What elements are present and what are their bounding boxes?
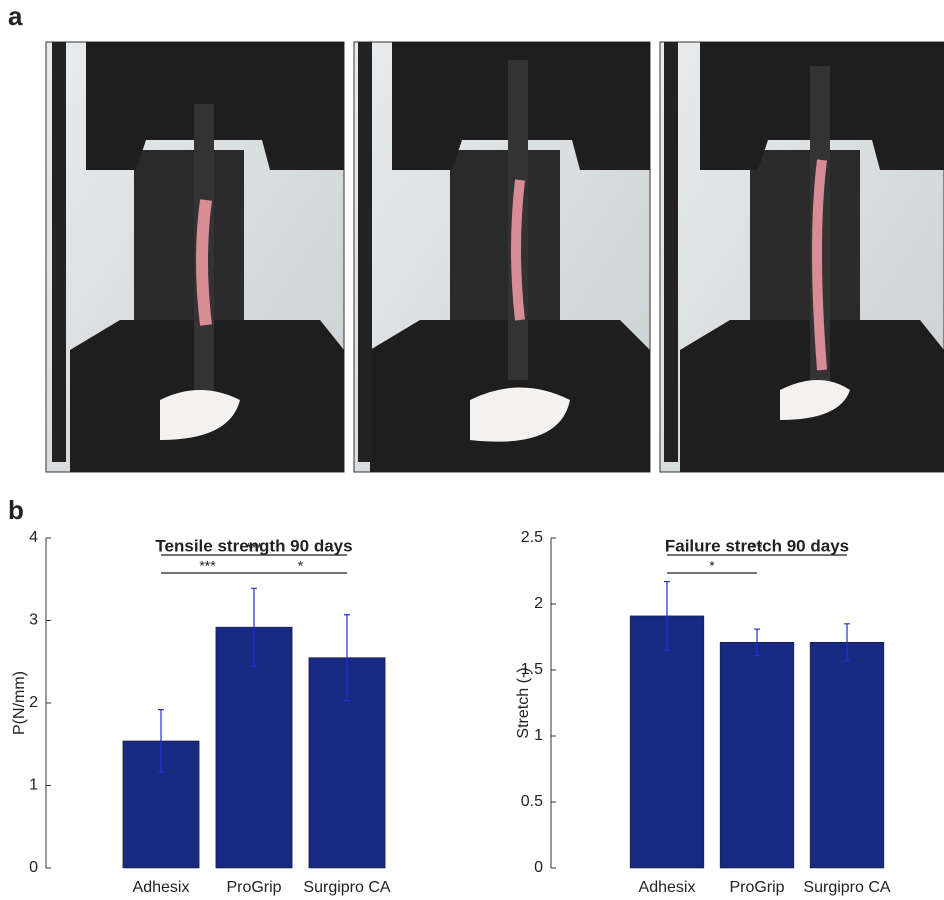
- significance-label: *: [709, 558, 715, 574]
- y-tick-label: 1.5: [521, 661, 543, 678]
- y-tick-label: 2: [534, 595, 543, 612]
- bar: [720, 642, 794, 868]
- significance-label: ***: [199, 558, 216, 574]
- significance-label: **: [752, 540, 763, 556]
- y-tick-label: 3: [29, 612, 38, 629]
- photo: [660, 42, 944, 472]
- x-tick-label: Adhesix: [133, 879, 190, 896]
- x-tick-label: ProGrip: [729, 879, 784, 896]
- y-tick-label: 0.5: [521, 793, 543, 810]
- photo: [354, 42, 650, 472]
- y-axis-label: P(N/mm): [11, 671, 28, 735]
- photos: [46, 42, 944, 472]
- bar: [630, 616, 704, 868]
- y-tick-label: 2.5: [521, 529, 543, 546]
- figure: a b: [0, 0, 944, 900]
- y-tick-label: 4: [29, 529, 38, 546]
- y-tick-label: 1: [29, 777, 38, 794]
- x-tick-label: Adhesix: [639, 879, 696, 896]
- panel-label: b: [8, 495, 24, 525]
- panel-label: a: [8, 1, 23, 31]
- bar: [810, 642, 884, 868]
- y-tick-label: 0: [534, 859, 543, 876]
- x-tick-label: ProGrip: [226, 879, 281, 896]
- x-tick-label: Surgipro CA: [303, 879, 390, 896]
- significance-label: ***: [246, 540, 263, 556]
- significance-label: *: [298, 558, 304, 574]
- photo: [46, 42, 344, 472]
- y-tick-label: 1: [534, 727, 543, 744]
- page: {"panel_labels": ["a", "b"], "chart_data…: [0, 0, 944, 900]
- y-tick-label: 0: [29, 859, 38, 876]
- y-tick-label: 2: [29, 694, 38, 711]
- x-tick-label: Surgipro CA: [803, 879, 890, 896]
